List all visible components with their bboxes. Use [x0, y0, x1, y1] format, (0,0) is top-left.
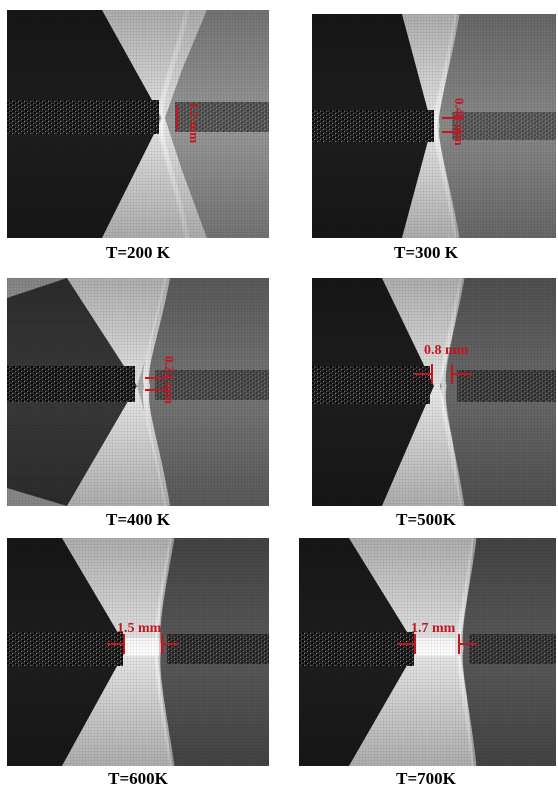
caption-t600: T=600K: [108, 769, 168, 788]
crack-tip-image: 1.7 mm: [299, 538, 556, 766]
caption-t500: T=500K: [396, 510, 456, 529]
caption-t300: T=300 K: [394, 243, 458, 262]
panel-t300: 0.48 mm: [312, 14, 556, 238]
panel-t400: 0.24 mm: [7, 278, 269, 506]
caption-t200: T=200 K: [106, 243, 170, 262]
caption-t400: T=400 K: [106, 510, 170, 529]
measurement-label: 1.7 mm: [411, 621, 456, 636]
crack-tip-image: 0.24 mm: [7, 278, 269, 506]
crack-tip-image: 1.5 mm: [7, 538, 269, 766]
measurement-label: 1.5 mm: [117, 621, 162, 636]
panel-t200: 1.2 mm: [7, 10, 269, 238]
crack-tip-image: 0.8 mm: [312, 278, 556, 506]
measurement-label: 0.48 mm: [452, 98, 467, 146]
crack-tip-image: 0.48 mm: [312, 14, 556, 238]
measurement-label: 0.8 mm: [424, 343, 469, 358]
panel-t600: 1.5 mm: [7, 538, 269, 766]
measurement-label: 0.24 mm: [162, 356, 177, 404]
measurement-label: 1.2 mm: [187, 102, 202, 143]
crack-tip-image: 1.2 mm: [7, 10, 269, 238]
caption-t700: T=700K: [396, 769, 456, 788]
panel-t700: 1.7 mm: [299, 538, 556, 766]
panel-t500: 0.8 mm: [312, 278, 556, 506]
